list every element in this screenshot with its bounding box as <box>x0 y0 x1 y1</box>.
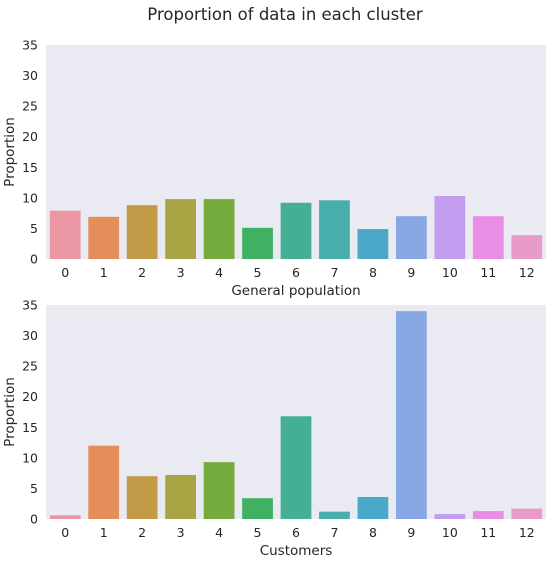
y-tick-label: 5 <box>30 481 38 496</box>
y-tick-label: 35 <box>22 298 38 313</box>
bar-cluster-6 <box>280 202 312 259</box>
y-tick-label: 35 <box>22 38 38 53</box>
y-tick-label: 25 <box>22 359 38 374</box>
bar-cluster-5 <box>242 498 273 519</box>
bar-cluster-8 <box>357 496 389 519</box>
y-tick-label: 30 <box>22 68 38 83</box>
x-axis-label: General population <box>231 283 360 299</box>
x-tick-label: 6 <box>292 525 300 540</box>
bar-cluster-2 <box>126 476 158 519</box>
x-tick-label: 12 <box>519 265 535 280</box>
bar-cluster-7 <box>319 200 350 259</box>
bar-cluster-2 <box>126 205 158 259</box>
x-tick-label: 2 <box>138 265 146 280</box>
y-tick-label: 20 <box>22 389 38 404</box>
x-tick-label: 5 <box>254 525 262 540</box>
x-tick-label: 5 <box>254 265 262 280</box>
x-tick-label: 8 <box>369 525 377 540</box>
y-axis-label: Proportion <box>2 377 18 447</box>
bar-cluster-3 <box>165 474 196 519</box>
x-tick-label: 7 <box>330 525 338 540</box>
x-tick-label: 12 <box>519 525 535 540</box>
bar-cluster-4 <box>203 199 235 259</box>
bar-cluster-6 <box>280 416 312 519</box>
x-tick-label: 3 <box>177 265 185 280</box>
bar-cluster-10 <box>434 196 466 259</box>
bar-cluster-11 <box>472 511 504 519</box>
y-tick-label: 15 <box>22 420 38 435</box>
x-tick-label: 0 <box>61 525 69 540</box>
bar-cluster-5 <box>242 227 273 259</box>
x-tick-label: 11 <box>480 525 496 540</box>
y-tick-label: 0 <box>30 252 38 267</box>
x-tick-label: 1 <box>100 265 108 280</box>
y-tick-label: 25 <box>22 99 38 114</box>
y-tick-label: 20 <box>22 129 38 144</box>
bar-cluster-9 <box>396 216 427 259</box>
x-tick-label: 3 <box>177 525 185 540</box>
y-tick-label: 10 <box>22 450 38 465</box>
x-tick-label: 11 <box>480 265 496 280</box>
x-tick-label: 4 <box>215 265 223 280</box>
bar-cluster-1 <box>88 216 120 259</box>
y-axis-label: Proportion <box>2 117 18 187</box>
x-tick-label: 4 <box>215 525 223 540</box>
x-tick-label: 9 <box>407 525 415 540</box>
x-tick-label: 10 <box>442 525 458 540</box>
bar-cluster-8 <box>357 229 389 259</box>
x-tick-label: 2 <box>138 525 146 540</box>
x-axis-label: Customers <box>260 543 333 559</box>
y-tick-label: 15 <box>22 160 38 175</box>
x-tick-label: 0 <box>61 265 69 280</box>
bar-cluster-0 <box>49 210 81 259</box>
chart-title: Proportion of data in each cluster <box>147 5 423 24</box>
y-tick-label: 30 <box>22 328 38 343</box>
x-tick-label: 6 <box>292 265 300 280</box>
x-tick-label: 10 <box>442 265 458 280</box>
x-tick-label: 1 <box>100 525 108 540</box>
bar-cluster-11 <box>472 216 504 259</box>
bar-cluster-1 <box>88 445 120 519</box>
y-tick-label: 10 <box>22 190 38 205</box>
bar-cluster-12 <box>511 508 543 519</box>
bar-cluster-4 <box>203 462 235 519</box>
y-tick-label: 0 <box>30 512 38 527</box>
bar-cluster-0 <box>49 515 81 519</box>
bar-cluster-10 <box>434 514 466 519</box>
bar-cluster-3 <box>165 199 196 259</box>
x-tick-label: 7 <box>330 265 338 280</box>
bar-cluster-7 <box>319 511 350 519</box>
x-tick-label: 8 <box>369 265 377 280</box>
y-tick-label: 5 <box>30 221 38 236</box>
panel-customers: 0 1 2 3 4 5 6 7 8 9 10 11 1205101520253035CustomersP… <box>2 298 546 559</box>
bar-cluster-9 <box>396 311 427 519</box>
x-tick-label: 9 <box>407 265 415 280</box>
bar-cluster-12 <box>511 235 543 259</box>
